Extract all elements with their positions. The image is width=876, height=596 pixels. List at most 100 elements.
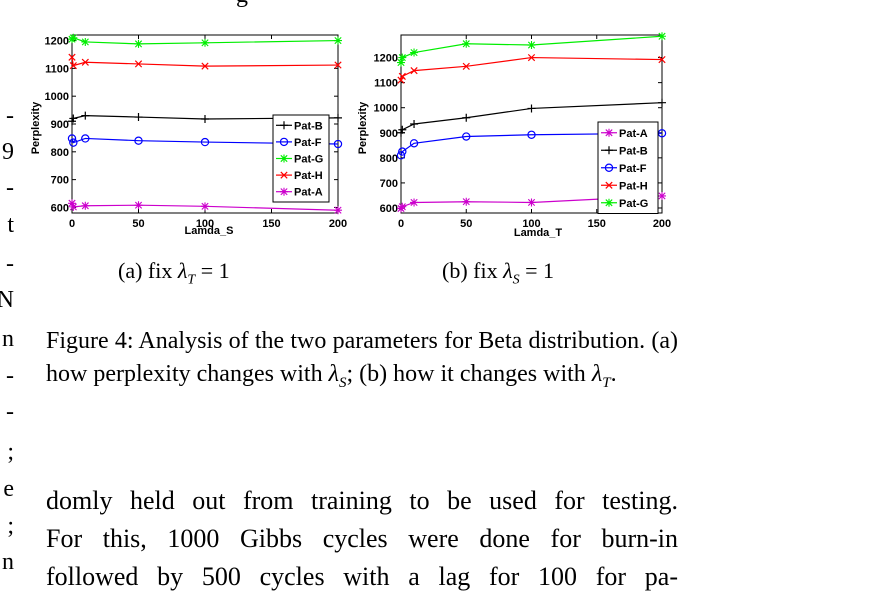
legend-label: Pat-G [294,154,323,166]
legend-label: Pat-B [619,145,648,157]
legend-marker [280,121,288,130]
y-tick-label: 1100 [374,78,398,90]
series-pat-a [68,199,342,215]
subcaption-a-suffix: = 1 [195,258,230,283]
subcaption-a-sub: T [187,272,196,288]
data-point-marker [409,139,419,148]
data-point-marker [462,132,471,141]
caption-part-2: ; (b) how it changes with [346,361,592,387]
legend: Pat-A Pat-B Pat-F Pat-H Pat-G [597,121,659,214]
data-point-marker [398,147,407,156]
data-point-marker [527,41,536,50]
subcaption-b-var: λ [503,258,513,283]
data-point-marker [81,201,90,210]
data-point-marker [410,66,418,75]
x-tick-label: 0 [69,218,75,230]
y-tick-label: 1200 [374,53,398,65]
data-point-marker [334,36,342,45]
series-pat-b [397,98,666,137]
legend-label: Pat-A [294,187,323,199]
legend-marker [605,128,613,137]
data-point-marker [658,55,666,64]
left-fragment: 9 [2,139,14,165]
x-axis-label: Lamda_S [185,225,234,237]
data-point-marker [134,60,143,68]
series-pat-h [397,53,666,84]
y-tick-label: 700 [51,175,69,187]
data-point-marker [81,37,90,46]
data-point-marker [658,191,666,200]
caption-sub-2: T [602,374,611,391]
legend-marker [279,137,289,147]
data-point-marker [462,62,470,70]
data-point-marker [527,104,536,113]
data-point-marker [134,201,143,210]
legend-marker [605,181,613,189]
subcaption-b-prefix: (b) fix [442,258,504,283]
body-line: domly held out from training to be used … [46,486,678,515]
body-line: For this, 1000 Gibbs cycles were done fo… [46,524,678,553]
x-tick-label: 150 [588,218,606,230]
data-point-marker [69,138,78,147]
data-point-marker [81,58,89,66]
data-point-marker [333,139,343,149]
legend-marker [280,187,288,196]
legend-label: Pat-H [619,180,648,192]
y-tick-label: 600 [51,202,69,214]
caption-part-3: . [610,361,617,387]
data-point-marker [462,39,471,48]
left-fragment: n [2,549,14,575]
data-point-marker [201,114,209,123]
data-point-marker [81,134,90,143]
series-pat-a [397,191,666,213]
data-point-marker [410,48,419,57]
legend-marker [604,163,614,172]
data-point-marker [334,61,342,69]
y-tick-label: 1200 [45,36,69,48]
data-point-marker [658,98,666,107]
y-tick-label: 900 [51,119,69,131]
data-point-marker [134,136,143,145]
series-pat-h [68,53,342,70]
data-point-marker [527,198,536,207]
x-tick-label: 200 [329,218,347,230]
y-tick-label: 700 [380,178,398,190]
left-fragment: t [7,212,14,238]
legend-label: Pat-H [294,170,323,182]
chart-a-fix-lambda-t: 600 700 800 900 1000 1100 1200 0 50 100 150 200 Perp… [30,33,347,237]
y-tick-label: 1000 [45,91,69,103]
data-point-marker [69,61,77,70]
data-point-marker [68,199,76,208]
y-axis-label: Perplexity [30,101,42,154]
caption-var-1: λ [328,361,340,387]
series-pat-g [397,32,666,67]
data-point-marker [410,198,419,207]
top-text-fragment: g [236,0,248,9]
subcaption-b-suffix: = 1 [519,258,555,283]
x-tick-label: 200 [653,218,671,230]
legend-marker [605,146,613,155]
data-point-marker [658,32,666,41]
legend-label: Pat-F [294,137,322,149]
data-point-marker [462,113,471,122]
data-point-marker [201,62,209,70]
data-point-marker [201,38,209,47]
x-tick-label: 50 [460,218,472,230]
data-point-marker [398,125,407,134]
data-point-marker [334,206,342,215]
legend-label: Pat-F [619,163,647,175]
data-point-marker [201,202,209,211]
y-tick-label: 1100 [45,63,69,75]
series-pat-b [68,111,342,126]
data-point-marker [462,197,471,206]
caption-sub-1: S [339,374,347,391]
x-tick-label: 150 [262,218,280,230]
subcaption-a: (a) fix λT = 1 [118,258,230,288]
y-tick-label: 1000 [374,103,398,115]
caption-part-1: Figure 4: Analysis of the two parameters… [46,328,678,387]
left-fragment: - [6,103,14,129]
data-point-marker [69,202,78,211]
body-paragraph: domly held out from training to be used … [46,482,678,596]
data-point-marker [67,134,77,143]
subcaption-a-prefix: (a) fix [118,258,178,283]
